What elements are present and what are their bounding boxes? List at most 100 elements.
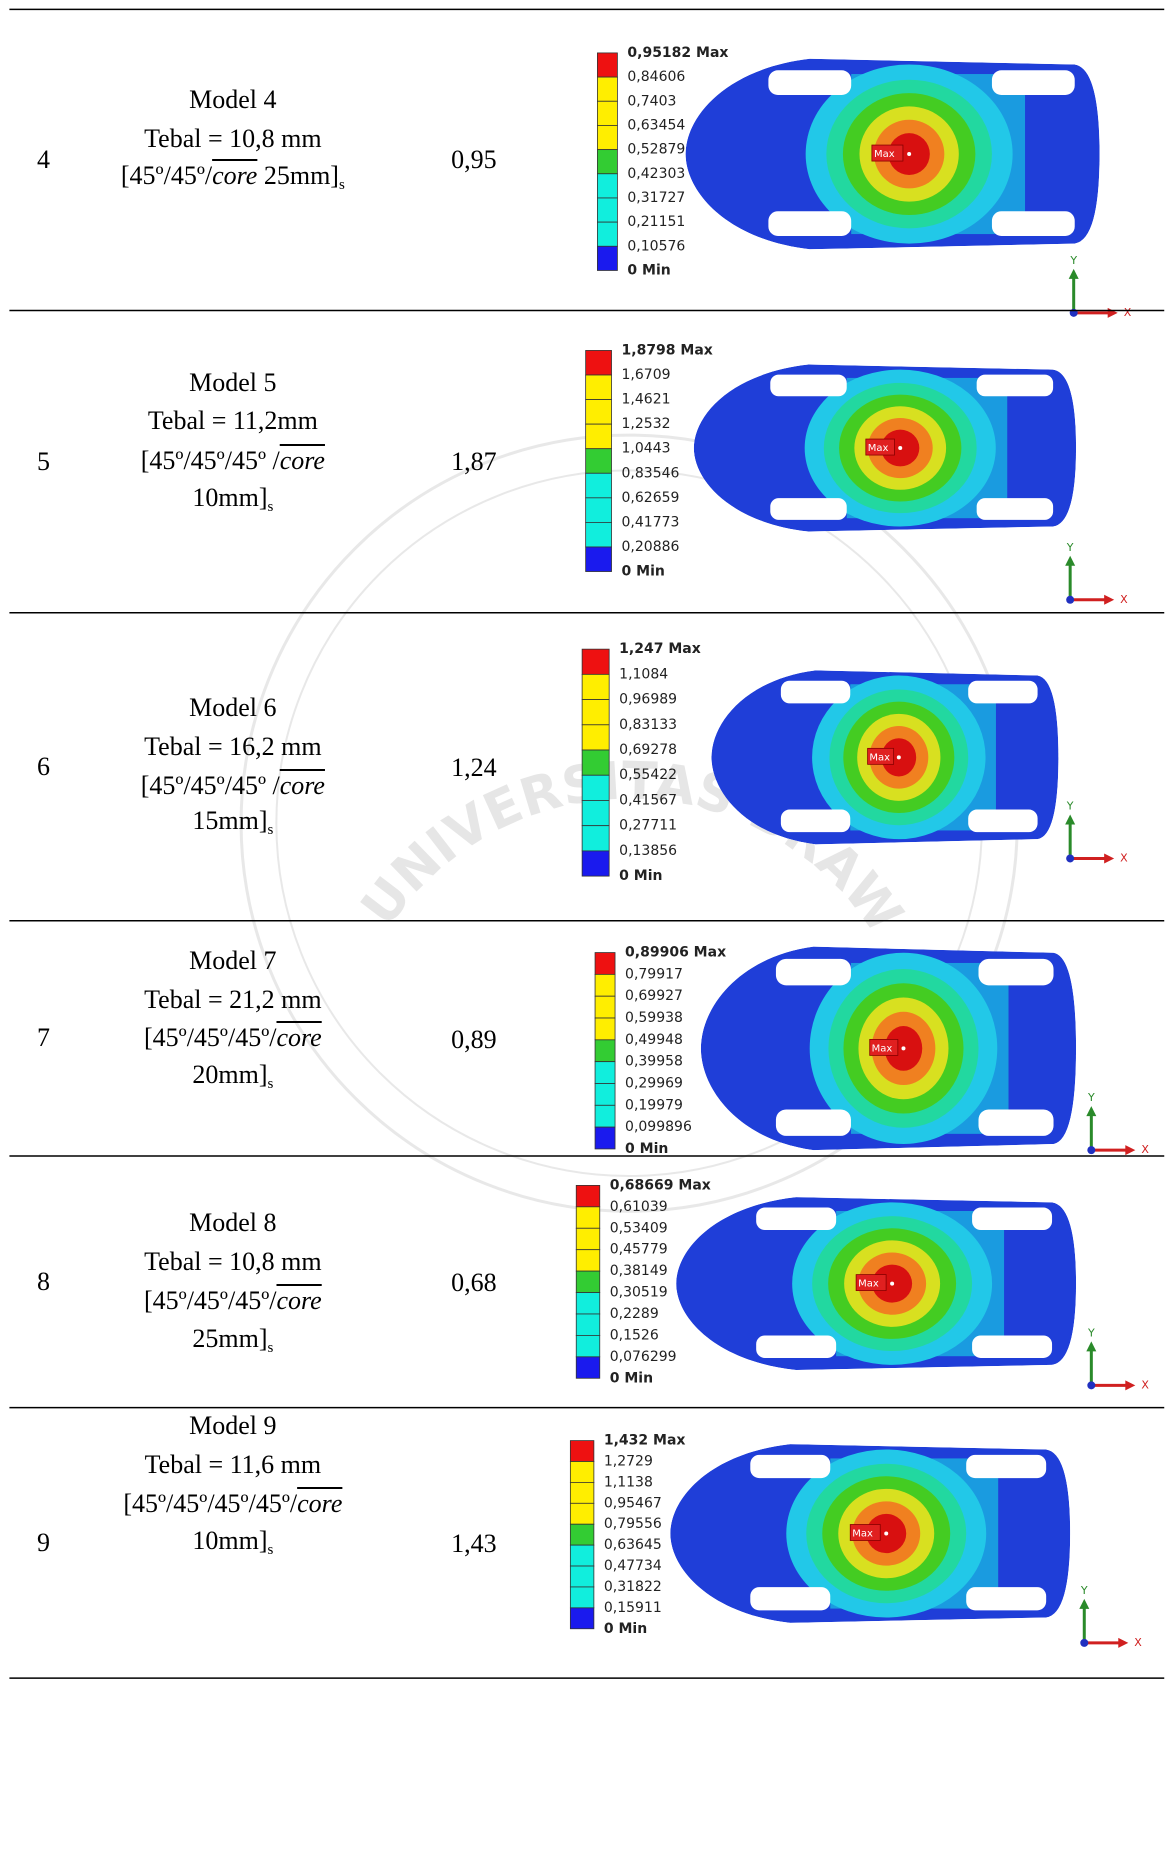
legend-label: 0,20886 <box>622 539 680 555</box>
axis-x-label: X <box>1141 1143 1149 1156</box>
legend-label: 0,7403 <box>627 93 676 109</box>
model-name: Model 4 <box>189 87 276 113</box>
layup-subscript: s <box>267 1076 273 1092</box>
legend-swatch <box>595 1083 615 1105</box>
legend-label: 1,0443 <box>622 441 671 457</box>
legend-label: 0,076299 <box>610 1349 677 1365</box>
axis-y-label: Y <box>1087 1326 1095 1339</box>
legend-label: 0,53409 <box>610 1220 668 1236</box>
legend-swatch <box>570 1587 594 1608</box>
legend-label: 0,19979 <box>625 1097 683 1113</box>
legend-swatch <box>576 1228 600 1249</box>
axis-y-head <box>1086 1341 1096 1351</box>
legend-swatch <box>595 1105 615 1127</box>
axis-x-label: X <box>1141 1378 1149 1391</box>
legend-label: 0,47734 <box>604 1558 662 1574</box>
row-number: 4 <box>37 147 50 173</box>
fea-figure: 0,68669 Max0,610390,534090,457790,381490… <box>576 1177 1149 1391</box>
deformation-value: 0,95 <box>451 147 497 173</box>
legend-swatch <box>576 1207 600 1228</box>
cutout <box>750 1455 830 1478</box>
legend-swatch <box>597 198 617 222</box>
layup: 20mm]s <box>192 1062 273 1092</box>
legend-swatch <box>586 498 612 523</box>
legend-label: 0,69278 <box>619 742 677 758</box>
layup: [45º/45º/45º/core <box>144 1288 322 1314</box>
legend-label: 0,45779 <box>610 1242 668 1258</box>
legend-label: 0,84606 <box>627 69 685 85</box>
legend-swatch <box>582 674 609 699</box>
axis-y-head <box>1079 1599 1089 1609</box>
legend-label: 1,1084 <box>619 666 668 682</box>
thickness: Tebal = 10,8 mm <box>144 1249 321 1275</box>
model-name: Model 8 <box>189 1210 276 1236</box>
legend-label: 0,29969 <box>625 1075 683 1091</box>
max-point <box>907 152 911 156</box>
legend-swatch <box>586 400 612 425</box>
thickness: Tebal = 10,8 mm <box>144 126 321 152</box>
legend-label: 1,6709 <box>622 367 671 383</box>
max-point <box>897 755 901 759</box>
max-tag: Max <box>869 752 890 763</box>
axis-y-label: Y <box>1066 541 1074 554</box>
legend-label: 0,79917 <box>625 966 683 982</box>
layup-prefix: [45º/45º/45º / <box>141 771 280 800</box>
max-tag: Max <box>874 149 895 160</box>
legend-swatch <box>597 53 617 77</box>
legend-swatch <box>570 1482 594 1503</box>
layup-core: core <box>276 1286 321 1315</box>
deformation-value: 1,43 <box>451 1531 497 1557</box>
legend-label: 0,41773 <box>622 514 680 530</box>
layup-suffix: 25mm] <box>257 161 339 190</box>
legend-swatch <box>586 350 612 375</box>
legend-label: 0,42303 <box>627 166 685 182</box>
legend-swatch <box>597 77 617 101</box>
layup: 10mm]s <box>192 1528 273 1558</box>
layup-core: core <box>280 446 325 475</box>
axis-x-label: X <box>1124 306 1132 319</box>
thickness: Tebal = 16,2 mm <box>144 734 321 760</box>
legend-swatch <box>595 1127 615 1149</box>
legend-swatch <box>586 449 612 474</box>
legend-label: 0,31727 <box>627 190 685 206</box>
cutout <box>770 375 846 397</box>
fea-figure: 1,432 Max1,27291,11380,954670,795560,636… <box>570 1433 1142 1649</box>
deformation-value: 1,24 <box>451 755 497 781</box>
axis-origin <box>1066 596 1074 604</box>
row-number: 9 <box>37 1530 50 1556</box>
legend-label: 0 Min <box>619 868 662 884</box>
legend-label: 0,69927 <box>625 988 683 1004</box>
legend-label: 0,52879 <box>627 142 685 158</box>
legend-swatch <box>570 1462 594 1483</box>
legend-label: 0,13856 <box>619 843 677 859</box>
legend-swatch <box>597 150 617 174</box>
legend-swatch <box>586 424 612 449</box>
layup-subscript: s <box>267 1340 273 1356</box>
legend-label: 0,83546 <box>622 465 680 481</box>
cutout <box>768 70 851 95</box>
layup-core: core <box>212 161 257 190</box>
row-number: 5 <box>37 449 50 475</box>
legend-label: 0,83133 <box>619 717 677 733</box>
legend-label: 1,2532 <box>622 416 671 432</box>
legend-label: 0,63454 <box>627 117 685 133</box>
layup-prefix: [45º/45º/45º/ <box>144 1286 277 1315</box>
legend-swatch <box>597 101 617 125</box>
max-tag: Max <box>858 1279 879 1290</box>
axis-x-head <box>1125 1145 1135 1155</box>
legend-swatch <box>582 851 609 876</box>
legend-label: 0,30519 <box>610 1285 668 1301</box>
max-point <box>901 1046 905 1050</box>
axis-x-head <box>1125 1380 1135 1390</box>
axis-y-label: Y <box>1087 1091 1095 1104</box>
layup: 10mm]s <box>192 485 273 515</box>
legend-label: 0,96989 <box>619 692 677 708</box>
deformation-value: 0,89 <box>451 1027 497 1053</box>
legend-swatch <box>582 725 609 750</box>
fea-figure: 0,89906 Max0,799170,699270,599380,499480… <box>595 945 1149 1157</box>
legend-swatch <box>586 522 612 547</box>
figures: UNIVERSITAS BRAWIJAYA0,95182 Max0,846060… <box>0 0 1176 1863</box>
legend-swatch <box>570 1566 594 1587</box>
axis-y-label: Y <box>1069 254 1077 267</box>
max-tag: Max <box>872 1043 893 1054</box>
